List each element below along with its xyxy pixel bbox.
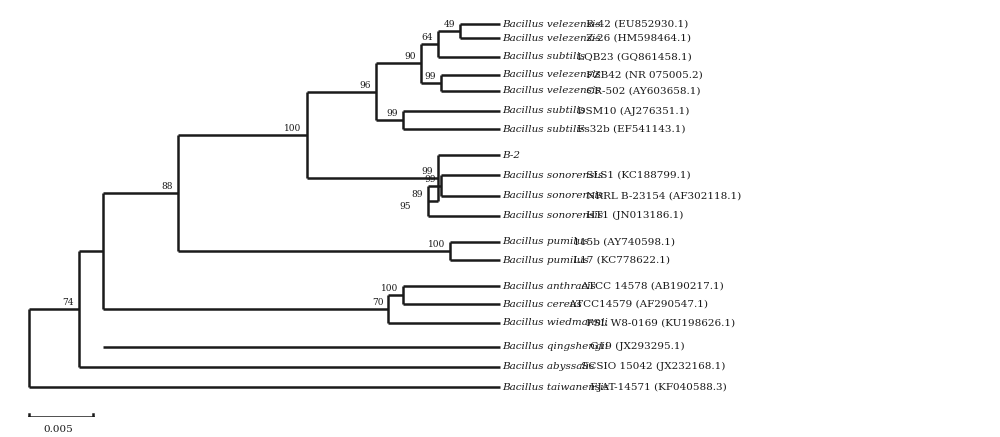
Text: Bacillus pumilus: Bacillus pumilus (502, 237, 589, 246)
Text: Z-26 (HM598464.1): Z-26 (HM598464.1) (583, 34, 691, 43)
Text: 70: 70 (372, 298, 383, 307)
Text: 115b (AY740598.1): 115b (AY740598.1) (570, 237, 675, 246)
Text: B-42 (EU852930.1): B-42 (EU852930.1) (583, 20, 688, 29)
Text: Bacillus pumilus: Bacillus pumilus (502, 256, 589, 264)
Text: 0.005: 0.005 (44, 425, 74, 434)
Text: Bacillus velezensis: Bacillus velezensis (502, 20, 601, 29)
Text: Bacillus velezensis: Bacillus velezensis (502, 70, 601, 79)
Text: 95: 95 (399, 202, 411, 211)
Text: Bacillus qingshengii: Bacillus qingshengii (502, 342, 609, 351)
Text: FSL W8-0169 (KU198626.1): FSL W8-0169 (KU198626.1) (583, 318, 735, 327)
Text: Bacillus taiwanensis: Bacillus taiwanensis (502, 382, 609, 392)
Text: 100: 100 (428, 240, 445, 249)
Text: 100: 100 (381, 284, 398, 293)
Text: Bacillus wiedmannii: Bacillus wiedmannii (502, 318, 608, 327)
Text: NRRL B-23154 (AF302118.1): NRRL B-23154 (AF302118.1) (583, 191, 741, 200)
Text: FZB42 (NR 075005.2): FZB42 (NR 075005.2) (583, 70, 702, 79)
Text: Bacillus sonorensis: Bacillus sonorensis (502, 211, 604, 220)
Text: Bacillus subtilis: Bacillus subtilis (502, 52, 586, 61)
Text: 99: 99 (424, 72, 436, 81)
Text: FJAT-14571 (KF040588.3): FJAT-14571 (KF040588.3) (587, 382, 727, 392)
Text: Fs32b (EF541143.1): Fs32b (EF541143.1) (574, 125, 686, 134)
Text: Bacillus velezensis: Bacillus velezensis (502, 87, 601, 95)
Text: Bacillus velezensis: Bacillus velezensis (502, 34, 601, 43)
Text: 64: 64 (422, 33, 433, 42)
Text: 96: 96 (360, 81, 371, 90)
Text: 49: 49 (444, 21, 455, 29)
Text: Bacillus sonorensis: Bacillus sonorensis (502, 171, 604, 180)
Text: Bacillus cereus: Bacillus cereus (502, 300, 582, 309)
Text: B-2: B-2 (502, 151, 520, 160)
Text: HT1 (JN013186.1): HT1 (JN013186.1) (583, 211, 683, 220)
Text: DSM10 (AJ276351.1): DSM10 (AJ276351.1) (574, 106, 690, 115)
Text: Bacillus abyssalis: Bacillus abyssalis (502, 362, 595, 371)
Text: Bacillus sonorensis: Bacillus sonorensis (502, 191, 604, 200)
Text: ATCC14579 (AF290547.1): ATCC14579 (AF290547.1) (566, 300, 708, 309)
Text: 99: 99 (424, 174, 436, 184)
Text: 100: 100 (284, 124, 302, 133)
Text: ATCC 14578 (AB190217.1): ATCC 14578 (AB190217.1) (578, 282, 724, 291)
Text: 99: 99 (387, 109, 398, 118)
Text: 99: 99 (422, 167, 433, 176)
Text: 74: 74 (62, 298, 74, 307)
Text: SLS1 (KC188799.1): SLS1 (KC188799.1) (583, 171, 690, 180)
Text: Bacillus subtilis: Bacillus subtilis (502, 125, 586, 134)
Text: Bacillus anthracis: Bacillus anthracis (502, 282, 596, 291)
Text: L17 (KC778622.1): L17 (KC778622.1) (570, 256, 670, 264)
Text: Bacillus subtilis: Bacillus subtilis (502, 107, 586, 115)
Text: LQB23 (GQ861458.1): LQB23 (GQ861458.1) (574, 52, 692, 61)
Text: G19 (JX293295.1): G19 (JX293295.1) (587, 342, 684, 351)
Text: CR-502 (AY603658.1): CR-502 (AY603658.1) (583, 87, 700, 95)
Text: SCSIO 15042 (JX232168.1): SCSIO 15042 (JX232168.1) (578, 362, 726, 371)
Text: 90: 90 (404, 52, 416, 61)
Text: 89: 89 (412, 190, 423, 199)
Text: 88: 88 (161, 182, 173, 191)
